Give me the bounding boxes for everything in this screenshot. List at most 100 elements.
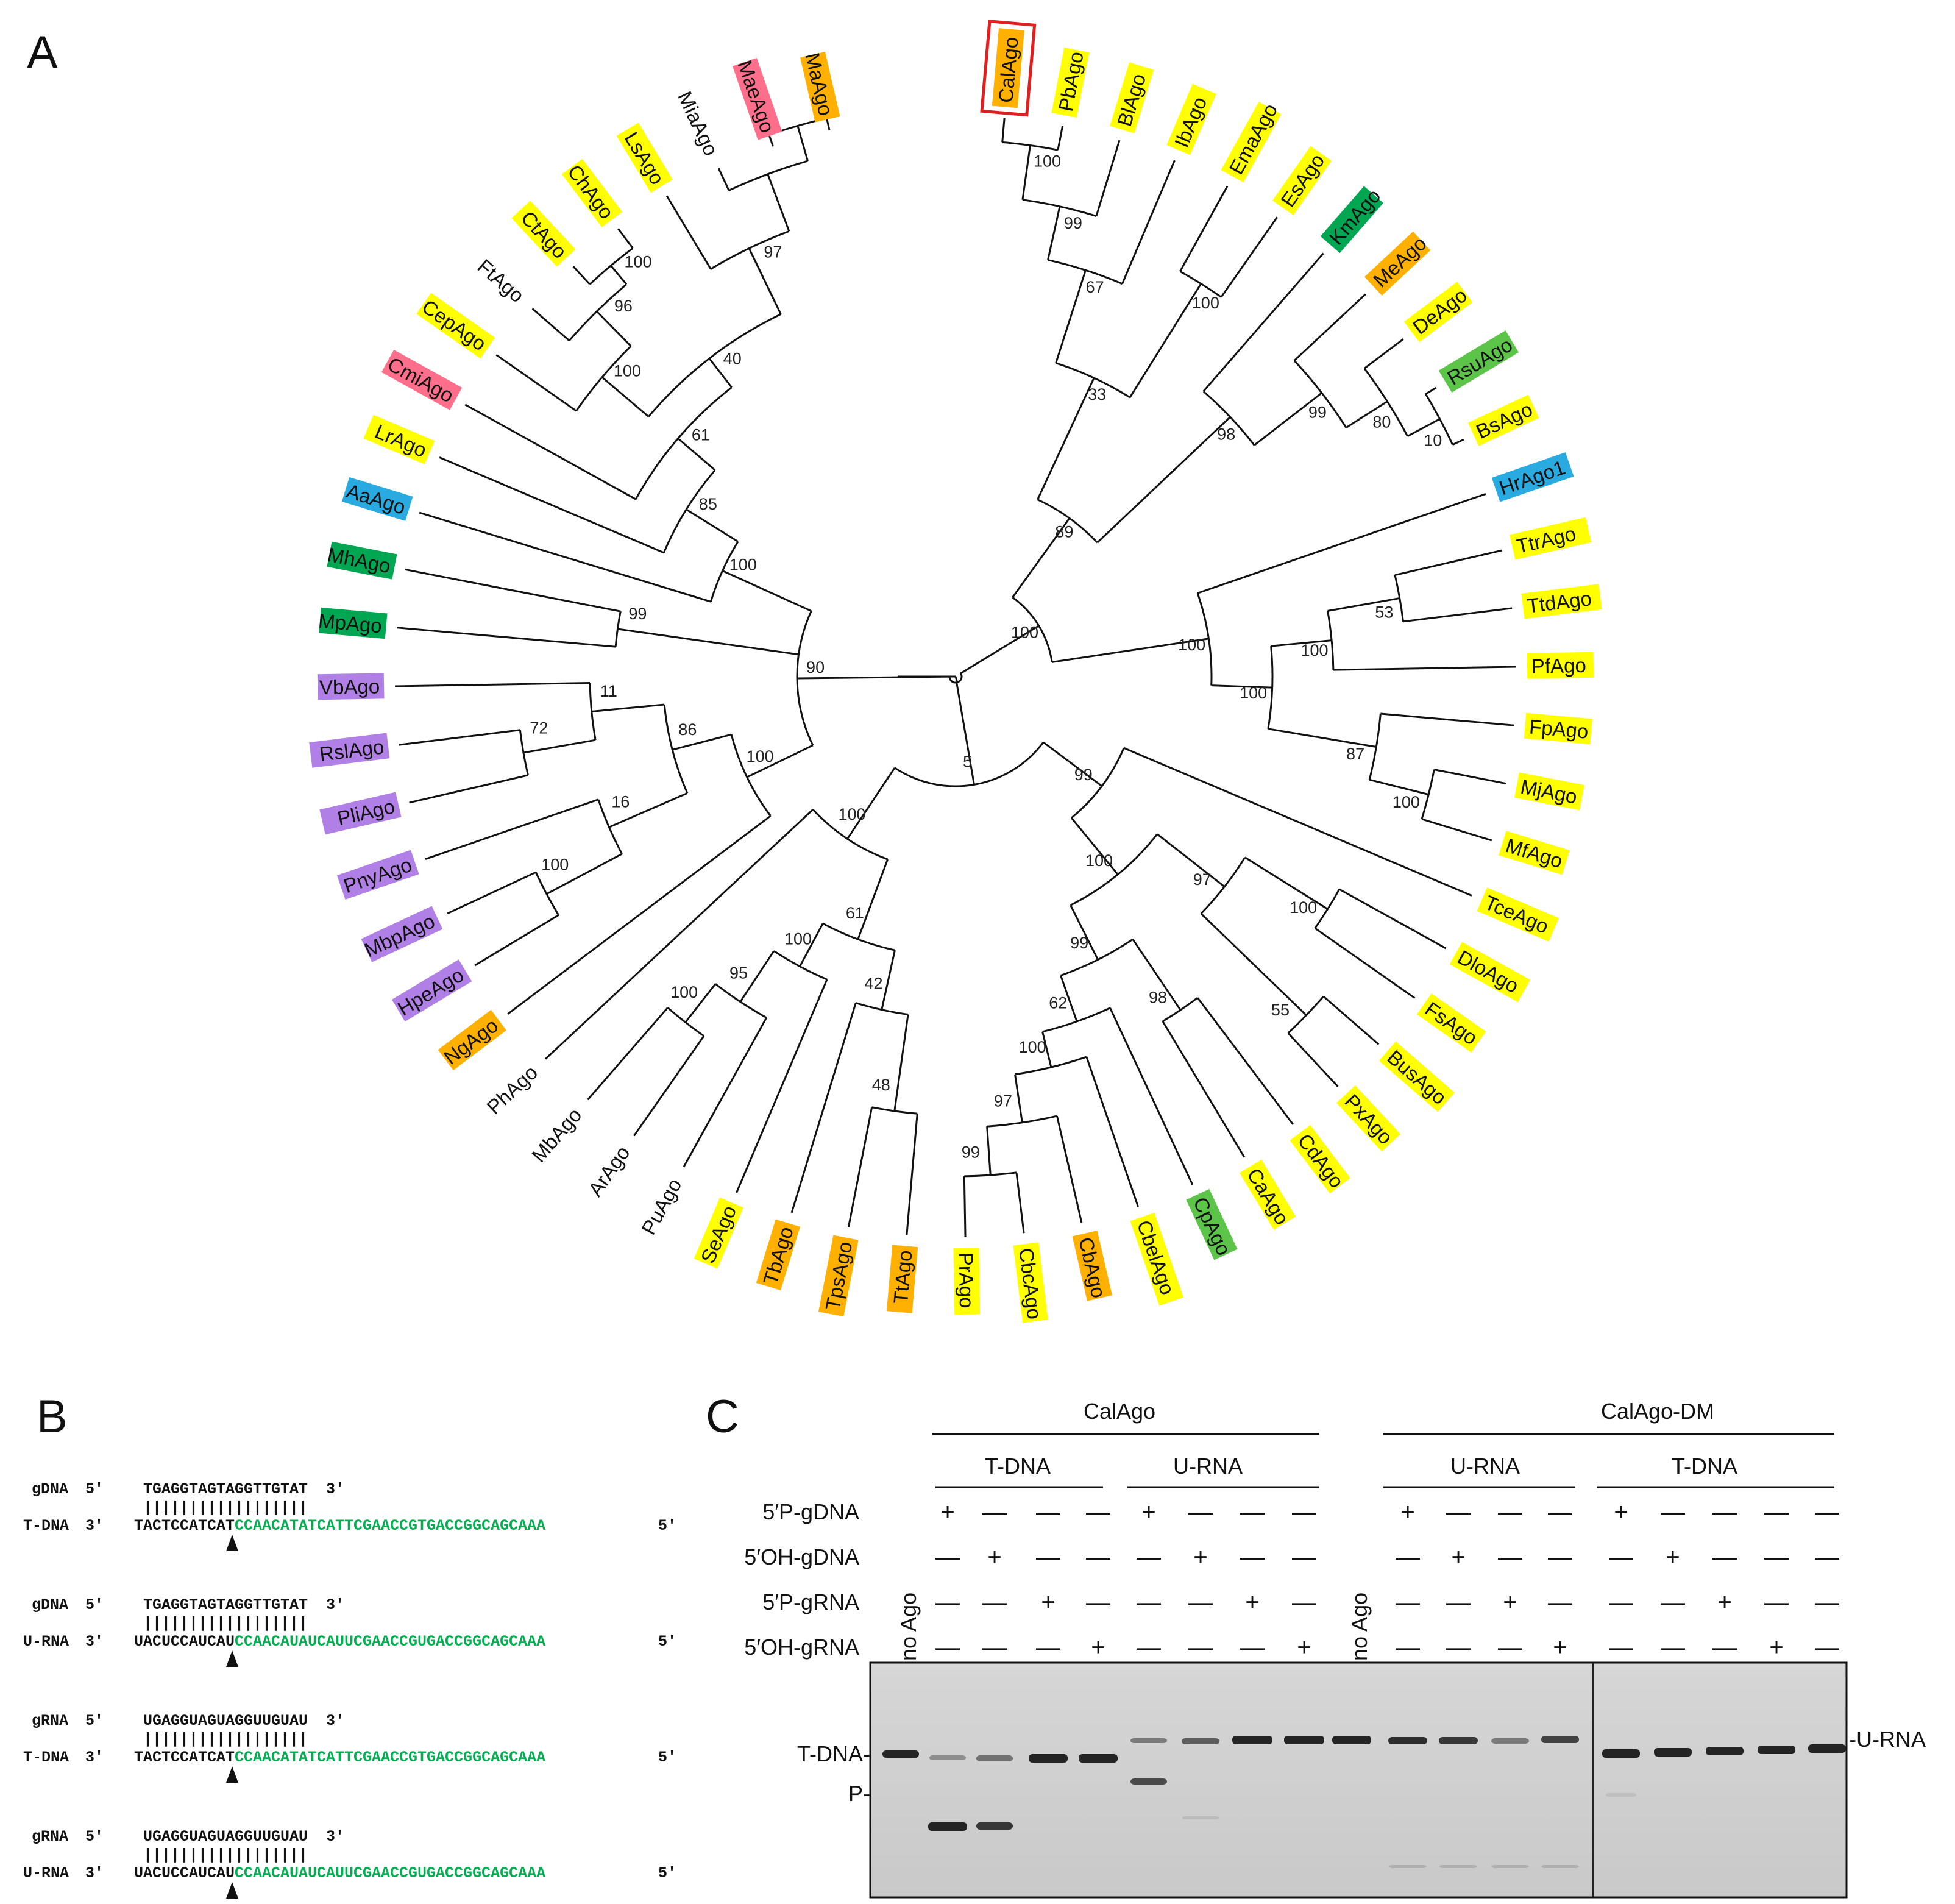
tree-branch-146 bbox=[708, 358, 733, 388]
tree-branch-65 bbox=[1338, 888, 1447, 950]
bootstrap-0: 100 bbox=[1011, 623, 1038, 642]
leaf-label: CbelAgo bbox=[1133, 1217, 1179, 1298]
minus-sign: — bbox=[1815, 1634, 1839, 1661]
bootstrap-39: 16 bbox=[611, 792, 630, 811]
leaf-mpago: MpAgo bbox=[318, 607, 388, 639]
base-pair-lines: |||||||||||||||||| bbox=[143, 1846, 308, 1864]
bootstrap-24: 98 bbox=[1149, 988, 1167, 1006]
minus-sign: — bbox=[1036, 1544, 1060, 1571]
leaf-highlight bbox=[416, 293, 495, 359]
bootstrap-8: 99 bbox=[1308, 403, 1327, 422]
leaf-highlight bbox=[327, 541, 397, 580]
leaf-highlight bbox=[1416, 993, 1486, 1053]
plus-sign: + bbox=[1245, 1589, 1259, 1616]
band-no-ago-1 bbox=[882, 1750, 919, 1758]
bootstrap-17: 5 bbox=[963, 753, 972, 771]
band-substrate bbox=[1808, 1744, 1846, 1753]
row-label-5oh-gdna: 5′OH-gDNA bbox=[744, 1544, 859, 1569]
gel-background bbox=[871, 1664, 1845, 1896]
leaf-label: RslAgo bbox=[318, 735, 385, 766]
leaf-ctago: CtAgo bbox=[511, 201, 576, 267]
leaf-highlight bbox=[1336, 1085, 1401, 1152]
tree-branch-66 bbox=[1314, 927, 1416, 999]
minus-sign: — bbox=[1188, 1589, 1213, 1616]
row-label-5oh-grna: 5′OH-gRNA bbox=[744, 1635, 859, 1660]
leaf-highlight bbox=[1521, 584, 1602, 619]
target-label: U-RNA bbox=[23, 1633, 69, 1650]
target-sequence-green: CCAACAUAUCAUUCGAACCGUGACCGGCAGCAAA bbox=[235, 1633, 545, 1650]
leaf-label: TtdAgo bbox=[1526, 587, 1593, 617]
band-substrate bbox=[1602, 1749, 1640, 1758]
tree-branch-14 bbox=[1001, 118, 1006, 143]
leaf-label: KmAgo bbox=[1325, 185, 1385, 249]
leaf-tpsago: TpsAgo bbox=[818, 1235, 859, 1317]
minus-sign: — bbox=[1661, 1634, 1685, 1661]
leaf-label: CtAgo bbox=[517, 207, 572, 263]
tree-branch-56 bbox=[1043, 741, 1103, 787]
tree-branch-37 bbox=[1197, 493, 1486, 594]
minus-sign: — bbox=[1609, 1589, 1633, 1616]
leaf-highlight bbox=[1072, 1231, 1112, 1301]
tree-branch-92 bbox=[857, 859, 889, 940]
leaf-label: NgAgo bbox=[439, 1014, 502, 1069]
tree-branch-132 bbox=[395, 681, 591, 687]
tree-branch-148 bbox=[601, 376, 650, 417]
tree-branch-151 bbox=[596, 310, 632, 347]
plus-sign: + bbox=[1717, 1589, 1731, 1616]
leaf-label: FtAgo bbox=[474, 255, 529, 307]
tree-branch-166 bbox=[768, 134, 774, 147]
row-label-5p-gdna: 5′P-gDNA bbox=[762, 1499, 859, 1524]
minus-sign: — bbox=[1396, 1544, 1420, 1571]
tree-arc-41 bbox=[1327, 611, 1335, 670]
leaf-highlight bbox=[381, 349, 463, 410]
band-faint bbox=[1439, 1865, 1477, 1868]
tree-arc-127 bbox=[589, 683, 597, 741]
tree-arc-48 bbox=[1368, 713, 1382, 780]
leaf-highlight bbox=[1403, 282, 1473, 343]
tree-branch-164 bbox=[797, 126, 809, 162]
guide-sequence: TGAGGTAGTAGGTTGTAT bbox=[143, 1596, 308, 1614]
tree-branch-20 bbox=[1179, 185, 1229, 272]
leaf-label: PnyAgo bbox=[341, 853, 414, 898]
leaf-highlight bbox=[1438, 330, 1519, 393]
leaf-fpago: FpAgo bbox=[1524, 712, 1592, 745]
base-pair-lines: |||||||||||||||||| bbox=[143, 1730, 308, 1748]
leaf-label: MaeAgo bbox=[733, 57, 779, 135]
tree-arc-51 bbox=[1421, 769, 1435, 820]
tree-branch-117 bbox=[672, 733, 732, 751]
bootstrap-40: 100 bbox=[541, 856, 569, 874]
tree-branch-83 bbox=[1014, 1074, 1023, 1123]
band-substrate bbox=[1079, 1754, 1118, 1763]
tree-branch-54 bbox=[956, 682, 975, 785]
bootstrap-38: 86 bbox=[678, 720, 697, 739]
bootstrap-36: 90 bbox=[806, 658, 825, 677]
band-product bbox=[976, 1822, 1013, 1830]
minus-sign: — bbox=[935, 1589, 960, 1616]
target-sequence: TACTCCATCAT bbox=[134, 1749, 235, 1766]
tree-branch-4 bbox=[1012, 517, 1071, 599]
leaf-pxago: PxAgo bbox=[1336, 1085, 1401, 1152]
band-substrate bbox=[976, 1755, 1013, 1761]
subgroup-label-3: U-RNA bbox=[1450, 1454, 1520, 1479]
band-faint bbox=[1541, 1865, 1579, 1868]
tree-arc-97 bbox=[871, 1106, 918, 1115]
band-faint bbox=[1606, 1793, 1636, 1797]
tree-arc-36 bbox=[1196, 592, 1213, 686]
minus-sign: — bbox=[1764, 1544, 1789, 1571]
tree-branch-38 bbox=[1211, 684, 1272, 689]
leaf-mjago: MjAgo bbox=[1514, 772, 1584, 811]
leaf-label: EmaAgo bbox=[1225, 100, 1282, 179]
tree-arc-162 bbox=[728, 160, 808, 191]
target-3-end: 3′ bbox=[85, 1749, 104, 1766]
band-substrate bbox=[1706, 1747, 1744, 1755]
leaf-highlight bbox=[1290, 1124, 1350, 1194]
leaf-lrago: LrAgo bbox=[363, 414, 435, 464]
leaf-vbago: VbAgo bbox=[317, 673, 385, 700]
leaf-mfago: MfAgo bbox=[1499, 831, 1570, 875]
leaf-label: SeAgo bbox=[697, 1202, 741, 1266]
tree-arc-1 bbox=[948, 673, 963, 684]
tree-arc-23 bbox=[1202, 390, 1255, 446]
bootstrap-47: 40 bbox=[723, 349, 742, 368]
guide-3-end: 3′ bbox=[326, 1712, 344, 1730]
bootstrap-4: 99 bbox=[1064, 214, 1082, 232]
